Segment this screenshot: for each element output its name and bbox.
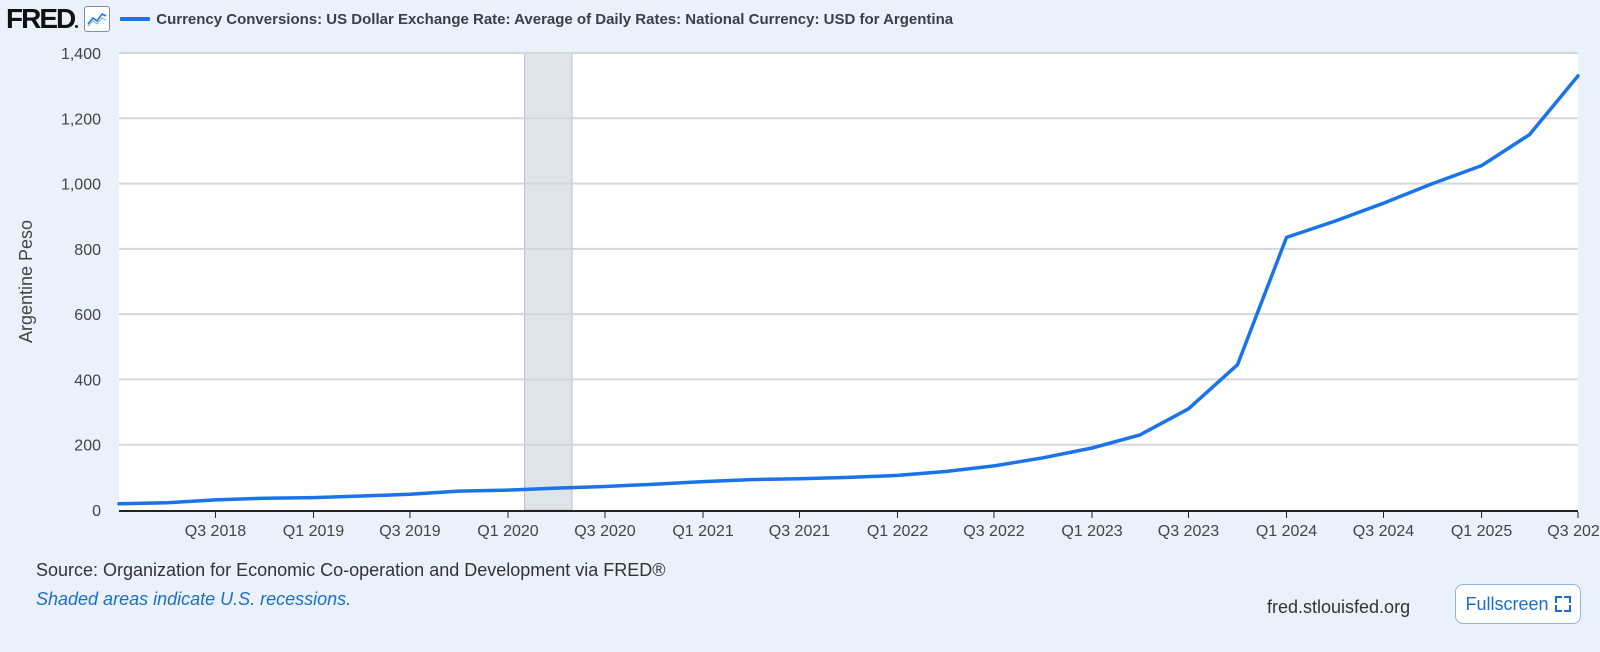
data-point bbox=[944, 470, 947, 473]
data-point bbox=[457, 489, 461, 493]
data-point bbox=[603, 485, 607, 488]
x-tick-label: Q1 2023 bbox=[1061, 523, 1122, 540]
x-tick-label: Q3 2022 bbox=[963, 523, 1024, 540]
x-tick-label: Q3 2020 bbox=[574, 523, 635, 540]
recession-band bbox=[524, 52, 573, 511]
y-tick-label: 0 bbox=[92, 503, 101, 520]
legend-swatch bbox=[120, 17, 151, 21]
x-tick-label: Q1 2025 bbox=[1451, 523, 1512, 540]
x-tick-label: Q1 2020 bbox=[477, 523, 538, 540]
data-point bbox=[1382, 201, 1385, 205]
x-tick-label: Q1 2024 bbox=[1256, 523, 1317, 540]
x-tick-label: Q3 2019 bbox=[379, 523, 440, 540]
y-tick-label: 1,400 bbox=[61, 46, 101, 63]
data-point bbox=[506, 488, 510, 492]
data-point bbox=[1041, 456, 1045, 459]
fullscreen-button[interactable]: Fullscreen bbox=[1455, 584, 1581, 624]
fullscreen-label: Fullscreen bbox=[1465, 593, 1549, 614]
data-point bbox=[749, 478, 753, 481]
y-tick-label: 600 bbox=[74, 307, 101, 324]
x-tick-label: Q3 2025 bbox=[1547, 523, 1600, 540]
data-point bbox=[1431, 182, 1434, 185]
x-tick-label: Q3 2024 bbox=[1353, 523, 1414, 540]
x-tick-label: Q1 2019 bbox=[283, 523, 344, 540]
fullscreen-icon bbox=[1554, 596, 1571, 612]
recession-note: Shaded areas indicate U.S. recessions. bbox=[36, 589, 352, 609]
source-text: Source: Organization for Economic Co-ope… bbox=[36, 560, 666, 580]
data-point bbox=[1236, 363, 1239, 366]
x-tick-label: Q3 2021 bbox=[769, 523, 830, 540]
data-point bbox=[165, 501, 169, 505]
y-tick-label: 1,200 bbox=[61, 111, 101, 128]
y-tick-label: 400 bbox=[74, 372, 101, 389]
data-point bbox=[117, 502, 121, 505]
y-axis-label: Argentine Peso bbox=[16, 220, 36, 343]
line-chart: 0 200 400 600 800 1,000 1,200 1,400 Q3 2018 Q1 20… bbox=[16, 46, 1600, 540]
data-point bbox=[798, 477, 801, 480]
chart-line-icon[interactable] bbox=[84, 6, 111, 32]
data-point bbox=[360, 494, 363, 498]
data-point bbox=[1285, 236, 1288, 239]
data-point bbox=[701, 480, 705, 483]
data-point bbox=[847, 476, 850, 479]
y-tick-label: 800 bbox=[74, 242, 101, 259]
data-point bbox=[1576, 74, 1580, 78]
data-point bbox=[1528, 133, 1531, 136]
data-point bbox=[312, 496, 315, 499]
site-link[interactable]: fred.stlouisfed.org bbox=[1267, 597, 1411, 617]
data-point bbox=[263, 497, 266, 500]
data-point bbox=[214, 498, 217, 502]
data-point bbox=[1138, 433, 1142, 437]
legend-label: Currency Conversions: US Dollar Exchange… bbox=[156, 10, 954, 28]
x-tick-label: Q3 2018 bbox=[185, 523, 246, 540]
chart-header: FRED Currency Conversions: US Dollar Exc… bbox=[6, 4, 953, 34]
data-point bbox=[408, 493, 412, 496]
x-tick-label: Q1 2021 bbox=[672, 523, 733, 540]
y-tick-label: 200 bbox=[74, 438, 101, 455]
data-point bbox=[555, 486, 558, 490]
data-point bbox=[1187, 407, 1190, 411]
data-point bbox=[896, 474, 899, 477]
data-point bbox=[1480, 164, 1483, 167]
x-tick-label: Q1 2022 bbox=[867, 523, 928, 540]
fred-logo[interactable]: FRED bbox=[6, 3, 79, 34]
data-point bbox=[652, 483, 656, 486]
fred-logo-text: FRED bbox=[6, 3, 76, 34]
plot-area bbox=[119, 53, 1578, 510]
x-tick-label: Q3 2023 bbox=[1158, 523, 1219, 540]
data-point bbox=[1333, 219, 1337, 223]
data-point bbox=[1090, 446, 1094, 450]
y-tick-label: 1,000 bbox=[61, 177, 101, 194]
data-point bbox=[992, 464, 996, 468]
